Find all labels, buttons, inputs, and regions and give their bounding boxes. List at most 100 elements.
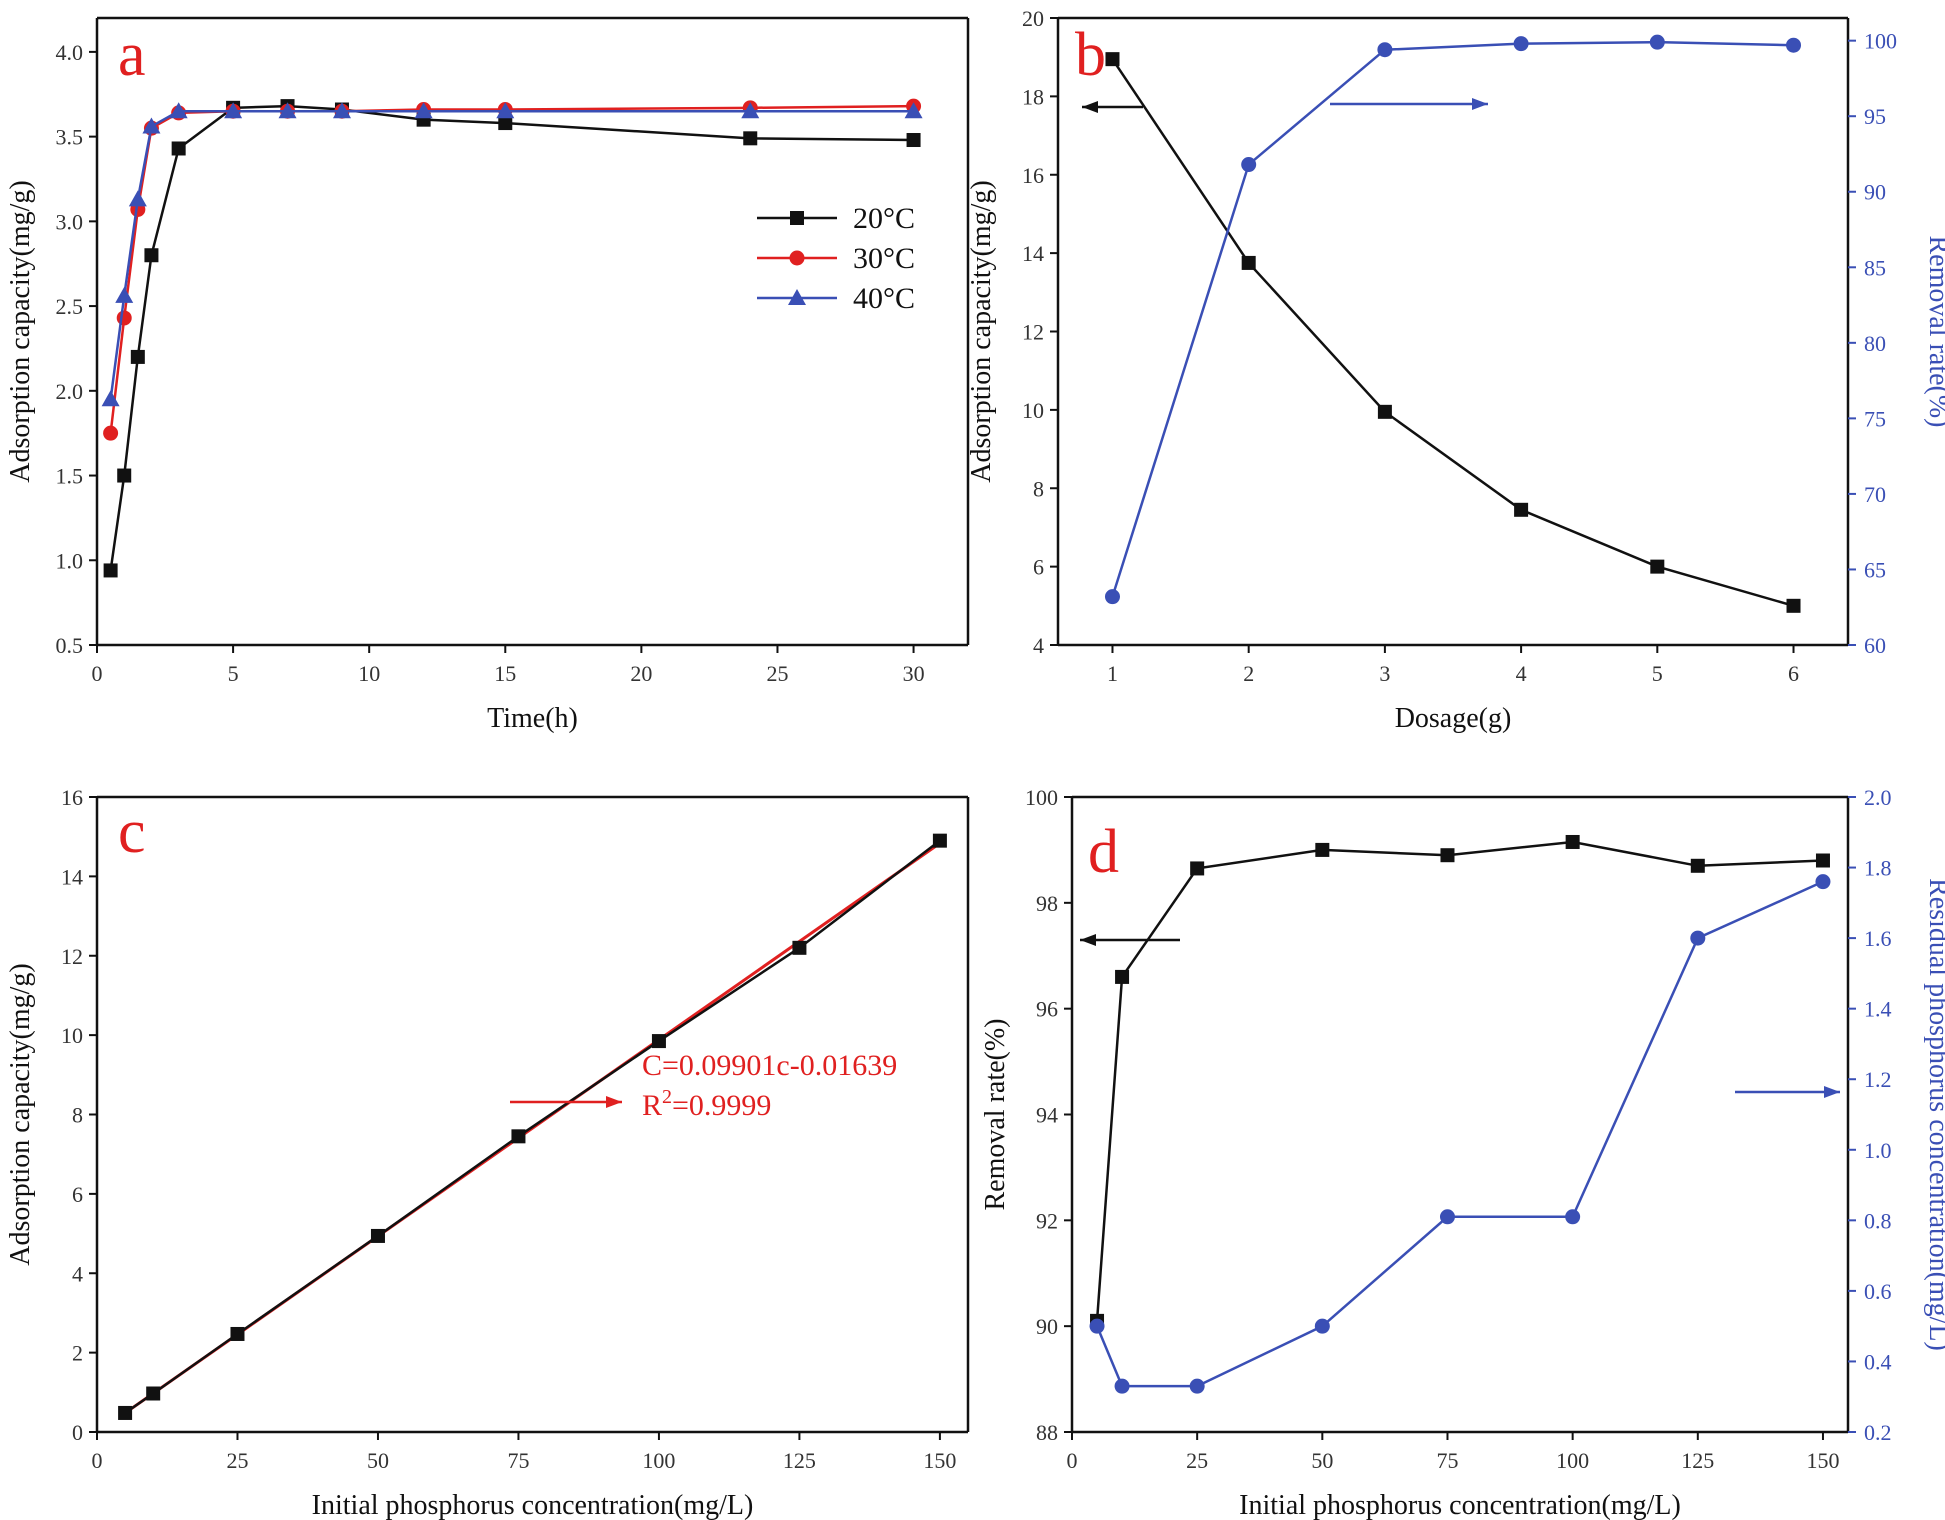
y-right-tick-label: 100	[1864, 29, 1897, 54]
y-tick-label: 2.5	[56, 294, 84, 319]
series-line-1	[1095, 880, 1824, 1388]
data-point	[414, 102, 433, 119]
data-point	[101, 390, 120, 407]
panel-d: 0 25 50 75 100 125 150 88 90 92 94 96 98 100 0.2 0.4 0.6…	[980, 785, 1945, 1520]
y-tick-label: 10	[61, 1023, 83, 1048]
data-point	[142, 117, 161, 134]
data-point	[1241, 255, 1256, 270]
y-tick-label: 92	[1036, 1208, 1058, 1233]
data-point	[1114, 1378, 1130, 1394]
panel-letter: c	[118, 798, 146, 866]
y-tick-label: 12	[1022, 320, 1044, 345]
data-point	[1786, 37, 1802, 53]
y-tick-label: 3.0	[56, 209, 84, 234]
data-point	[1649, 34, 1665, 50]
x-tick-label: 0	[92, 1448, 103, 1473]
legend-marker	[788, 289, 806, 305]
y-tick-label: 3.5	[56, 125, 84, 150]
y-right-tick-label: 65	[1864, 557, 1886, 582]
data-point	[1815, 853, 1830, 868]
y-right-tick-label: 1.4	[1864, 997, 1892, 1022]
y-right-tick-label: 75	[1864, 406, 1886, 431]
y-right-tick-label: 0.4	[1864, 1349, 1892, 1374]
x-tick-label: 3	[1379, 661, 1390, 686]
y-tick-label: 10	[1022, 398, 1044, 423]
panel-letter: b	[1075, 21, 1106, 89]
y-right-tick-label: 1.8	[1864, 856, 1892, 881]
series-line-1	[109, 104, 914, 434]
data-point	[1439, 1209, 1455, 1225]
y-right-tick-label: 95	[1864, 104, 1886, 129]
legend-marker	[790, 211, 804, 225]
data-point	[1440, 848, 1455, 863]
y-axis-title: Removal rate(%)	[980, 1018, 1011, 1210]
data-point	[1514, 502, 1529, 517]
data-point	[1105, 52, 1120, 67]
data-point	[743, 131, 758, 146]
panel-letter: d	[1088, 818, 1119, 886]
r-squared-base: R	[642, 1089, 662, 1122]
y-tick-label: 88	[1036, 1420, 1058, 1445]
data-point	[1565, 834, 1580, 849]
y-right-tick-label: 2.0	[1864, 785, 1892, 810]
y-tick-label: 96	[1036, 997, 1058, 1022]
y-tick-label: 1.5	[56, 464, 84, 489]
y-tick-label: 98	[1036, 891, 1058, 916]
y-tick-label: 0.5	[56, 633, 84, 658]
data-point	[511, 1129, 526, 1144]
panel-a: 0 5 10 15 20 25 30 0.5 1.0 1.5 2.0 2.5 3.0 3.5 4.0 Time…	[5, 16, 970, 734]
x-tick-label: 25	[1186, 1448, 1208, 1473]
x-tick-label: 125	[1681, 1448, 1714, 1473]
data-point	[118, 1405, 133, 1420]
data-point	[1115, 969, 1130, 984]
legend-label: 40°C	[853, 282, 915, 315]
data-point	[278, 102, 297, 119]
x-tick-label: 25	[766, 661, 788, 686]
y-right-tick-label: 60	[1864, 633, 1886, 658]
data-point	[1377, 404, 1392, 419]
right-axis-arrow-head	[1472, 98, 1488, 110]
y-tick-label: 16	[61, 785, 83, 810]
right-axis-arrow-head	[1824, 1086, 1840, 1098]
annotation-arrow-head	[606, 1096, 622, 1108]
data-point	[1377, 42, 1393, 58]
x-tick-label: 50	[367, 1448, 389, 1473]
y-axis-title: Adsorption capacity(mg/g)	[966, 180, 997, 482]
y-axis-title: Adsorption capacity(mg/g)	[5, 963, 36, 1265]
x-tick-label: 1	[1107, 661, 1118, 686]
x-tick-label: 30	[903, 661, 925, 686]
data-point	[370, 1228, 385, 1243]
x-axis-title: Dosage(g)	[1395, 703, 1512, 734]
y-right-tick-label: 85	[1864, 255, 1886, 280]
series-line-0	[109, 104, 914, 571]
data-point	[130, 349, 145, 364]
data-point	[146, 1386, 161, 1401]
series-line-1	[1111, 40, 1794, 598]
y-tick-label: 8	[72, 1103, 83, 1128]
x-tick-label: 10	[358, 661, 380, 686]
data-point	[224, 102, 243, 119]
data-point	[144, 248, 159, 263]
legend-label: 20°C	[853, 202, 915, 235]
x-tick-label: 15	[494, 661, 516, 686]
r-squared-label: R2=0.9999	[642, 1086, 771, 1122]
y-tick-label: 4	[72, 1261, 83, 1286]
series-line-2	[109, 109, 914, 400]
r-squared-rest: =0.9999	[672, 1089, 771, 1122]
data-point	[230, 1326, 245, 1341]
panel-b: 1 2 3 4 5 64681012141618206065707580859095100…	[966, 6, 1945, 734]
y-right-axis-title: Residual phosphorus concentration(mg/L)	[1923, 878, 1945, 1351]
y-right-tick-label: 1.0	[1864, 1138, 1892, 1163]
data-point	[332, 102, 351, 119]
y-tick-label: 14	[61, 864, 83, 889]
x-tick-label: 50	[1311, 1448, 1333, 1473]
data-point	[1650, 559, 1665, 574]
x-axis-title: Time(h)	[487, 703, 578, 734]
y-tick-label: 18	[1022, 84, 1044, 109]
data-point	[1190, 861, 1205, 876]
y-tick-label: 94	[1036, 1103, 1058, 1128]
data-point	[1241, 157, 1257, 173]
data-point	[1690, 858, 1705, 873]
series-line-0	[124, 839, 941, 1414]
